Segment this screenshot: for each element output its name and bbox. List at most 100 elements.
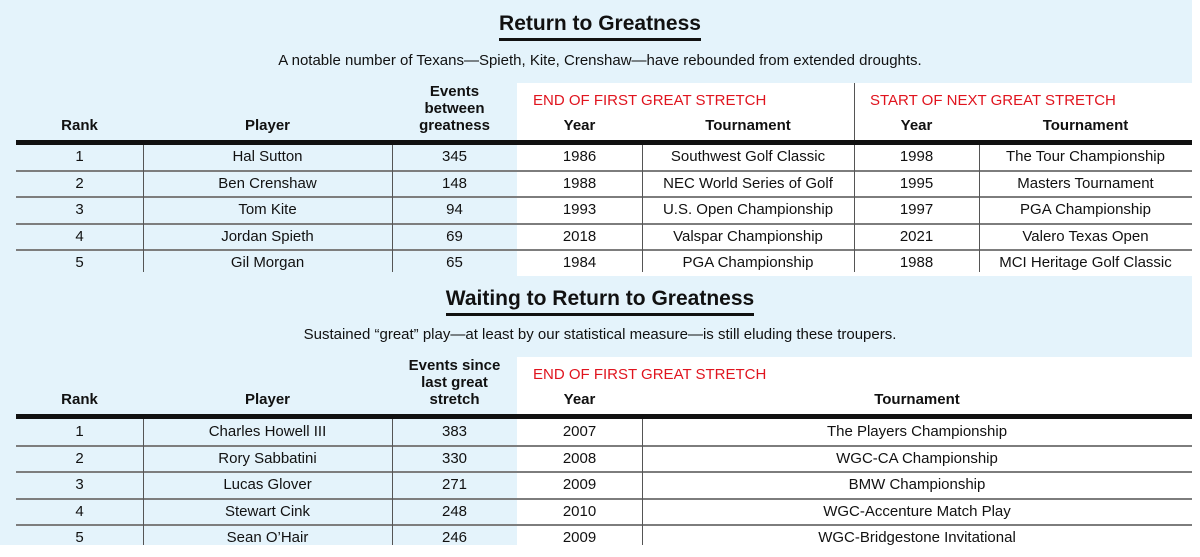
header-events-line: Events since [408,357,501,374]
header-tournament: Tournament [1042,117,1129,134]
cell-events: 69 [446,227,463,245]
cell-tournament-end: WGC-Accenture Match Play [823,502,1011,520]
column-divider [854,145,855,272]
cell-tournament-end: BMW Championship [848,476,986,493]
cell-player: Rory Sabbatini [218,449,317,467]
cell-tournament-end: U.S. Open Championship [662,201,834,218]
cell-rank: 2 [75,449,84,467]
cell-events: 148 [441,174,468,192]
cell-year-start: 2021 [899,227,934,245]
table1-title-text: Return to Greatness [499,12,701,41]
cell-tournament-end: WGC-Bridgestone Invitational [818,529,1016,546]
header-tournament: Tournament [874,391,960,408]
header-events-line: between [424,100,485,117]
cell-rank: 3 [75,201,84,218]
cell-events: 330 [441,449,468,467]
cell-year-start: 1998 [899,148,934,165]
row-separator [16,497,1192,500]
column-divider [642,419,643,545]
cell-events: 94 [446,201,463,218]
header-player: Player [244,391,291,408]
header-year: Year [900,117,933,134]
row-separator [16,249,1192,251]
cell-rank: 5 [75,529,84,546]
header-year: Year [563,391,596,408]
cell-year-end: 2007 [562,423,597,440]
header-events-line: Events [429,83,480,100]
table2-title-text: Waiting to Return to Greatness [445,287,755,316]
cell-year-end: 1986 [562,148,597,165]
table1-title: Return to Greatness [0,12,1200,41]
cell-year-start: 1997 [899,201,934,218]
cell-player: Sean O’Hair [226,529,309,546]
cell-player: Charles Howell III [208,423,327,440]
cell-player: Jordan Spieth [221,227,314,245]
group-divider [854,83,855,143]
cell-rank: 5 [75,254,84,271]
row-separator [16,471,1192,473]
cell-player: Hal Sutton [232,148,303,165]
cell-year-end: 1988 [562,174,597,192]
cell-rank: 4 [75,227,84,245]
column-divider [979,145,980,272]
cell-rank: 2 [75,174,84,192]
cell-events: 248 [441,502,468,520]
cell-tournament-start: Valero Texas Open [1022,227,1149,245]
cell-year-end: 1993 [562,201,597,218]
table2-subtitle: Sustained “great” play—at least by our s… [303,326,897,343]
header-events-line: greatness [419,117,490,134]
cell-tournament-start: The Tour Championship [1006,148,1165,165]
column-divider [642,145,643,272]
cell-rank: 1 [75,423,84,440]
row-separator [16,222,1192,225]
header-rule [16,140,1192,145]
cell-rank: 3 [75,476,84,493]
cell-events: 246 [441,529,468,546]
cell-tournament-end: Valspar Championship [673,227,823,245]
cell-year-end: 2009 [562,529,597,546]
cell-year-end: 2018 [562,227,597,245]
table2-highlight-panel [517,357,1192,545]
header-events-line: stretch [429,391,480,408]
cell-player: Stewart Cink [224,502,311,520]
cell-player: Gil Morgan [230,254,305,271]
group-end-first-stretch: END OF FIRST GREAT STRETCH [533,366,767,383]
cell-events: 383 [441,423,468,440]
cell-events: 345 [441,148,468,165]
header-rank: Rank [61,391,98,408]
cell-events: 271 [441,476,468,493]
group-end-first-stretch: END OF FIRST GREAT STRETCH [533,92,767,109]
header-rank: Rank [61,117,98,134]
cell-player: Ben Crenshaw [218,174,317,192]
cell-tournament-end: The Players Championship [826,423,1008,440]
cell-year-end: 2010 [562,502,597,520]
row-separator [16,444,1192,447]
header-events: Events between greatness [392,83,517,134]
header-tournament: Tournament [705,117,791,134]
column-divider [143,419,144,545]
column-divider [392,419,393,545]
cell-tournament-start: Masters Tournament [1017,174,1154,192]
cell-year-start: 1988 [899,254,934,271]
cell-tournament-start: MCI Heritage Golf Classic [999,254,1172,271]
cell-tournament-start: PGA Championship [1020,201,1151,218]
group-start-next-stretch: START OF NEXT GREAT STRETCH [870,92,1116,109]
cell-tournament-end: PGA Championship [682,254,814,271]
cell-year-end: 2008 [562,449,597,467]
header-year: Year [563,117,596,134]
row-separator [16,169,1192,172]
cell-year-end: 2009 [562,476,597,493]
cell-player: Tom Kite [238,201,297,218]
cell-rank: 4 [75,502,84,520]
header-player: Player [244,117,291,134]
header-rule [16,414,1192,419]
cell-year-start: 1995 [899,174,934,192]
row-separator [16,524,1192,526]
row-separator [16,196,1192,198]
column-divider [143,145,144,272]
cell-tournament-end: Southwest Golf Classic [670,148,826,165]
cell-tournament-end: NEC World Series of Golf [663,174,833,192]
table1-subtitle: A notable number of Texans—Spieth, Kite,… [278,52,922,69]
cell-events: 65 [446,254,463,271]
header-events-line: last great [421,374,488,391]
